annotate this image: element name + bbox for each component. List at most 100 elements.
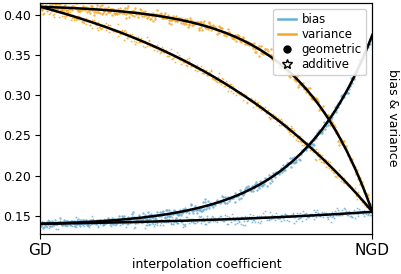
Point [263,218,269,222]
Point [120,221,126,225]
Point [210,77,216,82]
Point [287,161,293,166]
Point [201,69,207,73]
Point [317,212,324,216]
Point [174,221,181,225]
Point [256,47,263,51]
Point [186,221,192,225]
Point [285,74,292,78]
Point [237,215,244,219]
Point [265,115,271,119]
Point [352,211,358,215]
Point [227,217,234,221]
Point [237,40,243,44]
Point [96,221,103,226]
Point [209,219,215,223]
Point [292,160,298,164]
Point [52,218,58,223]
Point [326,159,332,164]
Point [107,25,114,30]
Point [90,220,97,224]
Point [227,33,233,37]
Point [281,168,287,172]
Point [303,214,310,219]
Point [202,25,208,29]
Point [229,216,236,221]
Point [92,220,99,225]
Point [342,146,348,150]
Point [304,141,310,146]
Point [135,217,142,222]
Point [152,16,158,21]
Point [107,23,113,28]
Point [334,105,340,109]
Point [151,44,158,48]
Point [311,210,318,215]
Point [206,219,213,224]
Point [109,28,116,33]
Point [57,6,63,11]
Point [222,34,229,38]
Point [49,222,55,227]
Point [243,186,249,191]
Point [135,213,142,218]
Point [53,2,59,6]
Point [41,4,47,9]
Point [341,180,347,184]
Point [167,222,174,226]
Point [194,211,200,216]
Point [174,212,180,217]
Point [166,214,173,218]
Point [351,165,357,169]
Point [175,53,182,58]
Point [220,217,226,222]
Point [63,8,69,13]
Point [148,14,155,18]
Point [214,75,221,79]
Point [229,84,235,88]
Point [140,211,146,215]
Point [311,156,318,161]
Point [174,220,180,225]
Point [49,7,55,11]
Point [135,38,142,42]
Point [221,201,227,205]
Point [172,220,179,225]
Point [165,217,172,221]
Point [195,216,201,221]
Point [303,140,310,144]
Point [119,214,125,218]
Point [284,67,290,71]
Point [297,215,304,219]
Point [341,207,347,212]
Point [64,10,71,15]
Point [231,87,237,91]
Point [184,208,191,212]
Point [158,210,165,215]
Point [271,116,277,121]
Point [204,220,211,224]
Point [337,137,343,141]
Point [358,57,364,61]
Point [314,129,320,134]
Point [312,136,318,140]
Point [164,54,171,58]
Point [347,159,353,164]
Point [227,220,233,224]
Point [124,222,130,227]
Point [182,209,188,213]
Point [327,219,334,224]
Point [139,40,146,44]
Point [90,13,97,17]
Point [45,221,51,226]
Point [131,221,138,226]
Point [187,19,193,24]
Point [109,7,116,12]
Point [166,18,172,22]
Point [328,121,335,125]
Point [186,58,192,63]
Point [91,220,98,224]
Point [224,195,231,199]
Point [128,220,134,224]
Point [242,39,249,44]
